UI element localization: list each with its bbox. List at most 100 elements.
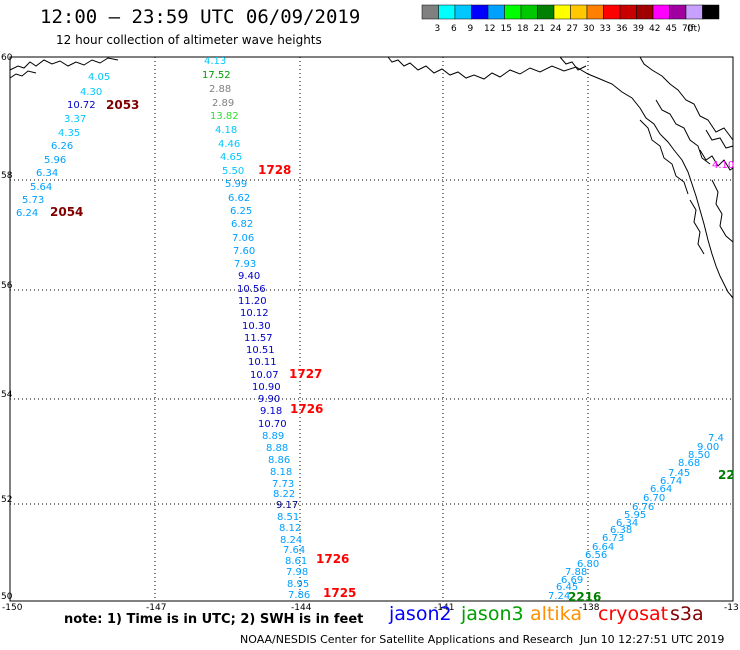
plot-frame (9, 56, 734, 602)
wave-height-label: 10.11 (248, 357, 277, 368)
legend-swatch (553, 4, 571, 20)
wave-height-label: 4.18 (215, 125, 237, 136)
lon-label: -141 (434, 603, 454, 613)
wave-height-label: 8.61 (285, 556, 307, 567)
legend-label: 18 (517, 24, 529, 34)
page-title: 12:00 – 23:59 UTC 06/09/2019 (40, 6, 361, 28)
wave-height-label: 4.65 (220, 152, 242, 163)
legend-label: 30 (583, 24, 595, 34)
wave-height-label: 6.69 (561, 575, 583, 586)
wave-height-label: 10.12 (240, 308, 269, 319)
legend-label: 15 (501, 24, 512, 34)
legend-swatch (652, 4, 670, 20)
pass-time-label: 1727 (289, 367, 322, 381)
wave-height-label: 6.76 (632, 502, 654, 513)
wave-height-label: 10.30 (242, 321, 271, 332)
wave-height-label: 4.46 (218, 139, 240, 150)
wave-height-label: 4.30 (80, 87, 102, 98)
latitude-labels: 60 58 56 54 52 50 (1, 53, 13, 602)
wave-height-label: 8.18 (270, 467, 292, 478)
lat-label: 52 (1, 495, 12, 505)
wave-height-label: 11.20 (238, 296, 267, 307)
wave-height-label: 13.82 (210, 111, 239, 122)
wave-height-label: 6.73 (602, 533, 624, 544)
graticule (10, 57, 733, 601)
wave-height-label: 2.89 (212, 98, 234, 109)
wave-height-label: 9.18 (260, 406, 282, 417)
wave-height-label: 6.56 (585, 550, 607, 561)
lat-label: 60 (1, 53, 13, 63)
wave-height-label: 7.60 (233, 246, 255, 257)
wave-height-label: 6.80 (577, 559, 599, 570)
wave-height-label: 10.07 (250, 370, 279, 381)
wave-height-label: 7.93 (234, 259, 256, 270)
wave-height-label: 17.52 (202, 70, 231, 81)
legend-swatch (669, 4, 687, 20)
satellite-jason3: jason3 (461, 603, 524, 625)
wave-height-label: 8.50 (688, 450, 710, 461)
legend-swatch (702, 4, 720, 20)
wave-height-label: 8.51 (277, 512, 299, 523)
pass-time-label: 1726 (316, 552, 349, 566)
legend-label: 3 (435, 24, 441, 34)
wave-height-label: 7.4 (708, 433, 724, 444)
pass-time-label: 2216 (568, 590, 601, 604)
lon-label: -144 (291, 603, 312, 613)
wave-height-label: 7.98 (286, 567, 308, 578)
wave-height-label: 7.73 (272, 479, 294, 490)
legend-swatch (487, 4, 505, 20)
wave-height-label: 6.64 (592, 542, 614, 553)
pass-time-labels: 2053 2054 1728 1727 1726 1726 1725 2216 22 (50, 98, 735, 604)
wave-height-label: 3.37 (64, 114, 86, 125)
credit-text: NOAA/NESDIS Center for Satellite Applica… (240, 633, 574, 646)
note-text: note: 1) Time is in UTC; 2) SWH is in fe… (64, 612, 364, 627)
legend-swatch (454, 4, 472, 20)
coastline (9, 56, 734, 299)
legend-swatch (537, 4, 555, 20)
lat-label: 54 (1, 390, 13, 400)
wave-height-label: 6.34 (616, 518, 638, 529)
lat-label: 58 (1, 171, 13, 181)
wave-height-label: 4.35 (58, 128, 80, 139)
legend-label: 27 (567, 24, 578, 34)
wave-height-label: 4.10 (712, 160, 734, 171)
pass-time-label: 2054 (50, 205, 83, 219)
wave-height-label: 5.50 (222, 166, 244, 177)
legend-swatch (504, 4, 522, 20)
wave-height-label: 6.70 (643, 493, 665, 504)
wave-height-label: 10.51 (246, 345, 275, 356)
wave-height-label: 11.57 (244, 333, 273, 344)
wave-height-label: 10.70 (258, 419, 287, 430)
legend-label: 33 (600, 24, 611, 34)
lon-label: -150 (2, 603, 23, 613)
legend-units: (ft) (687, 24, 701, 34)
timestamp-text: Jun 10 12:27:51 UTC 2019 (580, 633, 725, 646)
track-east: 7.246.456.697.886.806.566.646.736.386.34… (548, 433, 724, 602)
wave-height-label: 8.89 (262, 431, 284, 442)
wave-height-label: 8.12 (279, 523, 301, 534)
pass-time-label: 1725 (323, 586, 356, 600)
wave-height-label: 6.74 (660, 476, 682, 487)
wave-height-label: 5.96 (44, 155, 66, 166)
wave-height-label: 8.22 (273, 489, 295, 500)
legend-label: 12 (484, 24, 495, 34)
wave-height-label: 10.56 (237, 284, 266, 295)
legend-swatch (438, 4, 456, 20)
lat-label: 56 (1, 281, 13, 291)
wave-height-label: 4.13 (204, 56, 226, 67)
satellite-cryosat: cryosat (598, 603, 669, 625)
wave-height-label: 8.68 (678, 458, 700, 469)
wave-height-label: 5.99 (225, 179, 247, 190)
wave-height-label: 5.73 (22, 195, 44, 206)
legend-label: 39 (633, 24, 645, 34)
wave-height-label: 7.06 (232, 233, 254, 244)
wave-height-label: 5.95 (624, 510, 646, 521)
satellite-jason2: jason2 (389, 603, 452, 625)
legend-swatch (570, 4, 588, 20)
wave-height-label: 7.64 (283, 545, 305, 556)
legend-swatch (586, 4, 604, 20)
wave-height-label: 9.90 (258, 394, 280, 405)
wave-height-label: 6.62 (228, 193, 250, 204)
wave-height-label: 7.24 (548, 591, 570, 602)
wave-height-label: 6.45 (556, 582, 578, 593)
